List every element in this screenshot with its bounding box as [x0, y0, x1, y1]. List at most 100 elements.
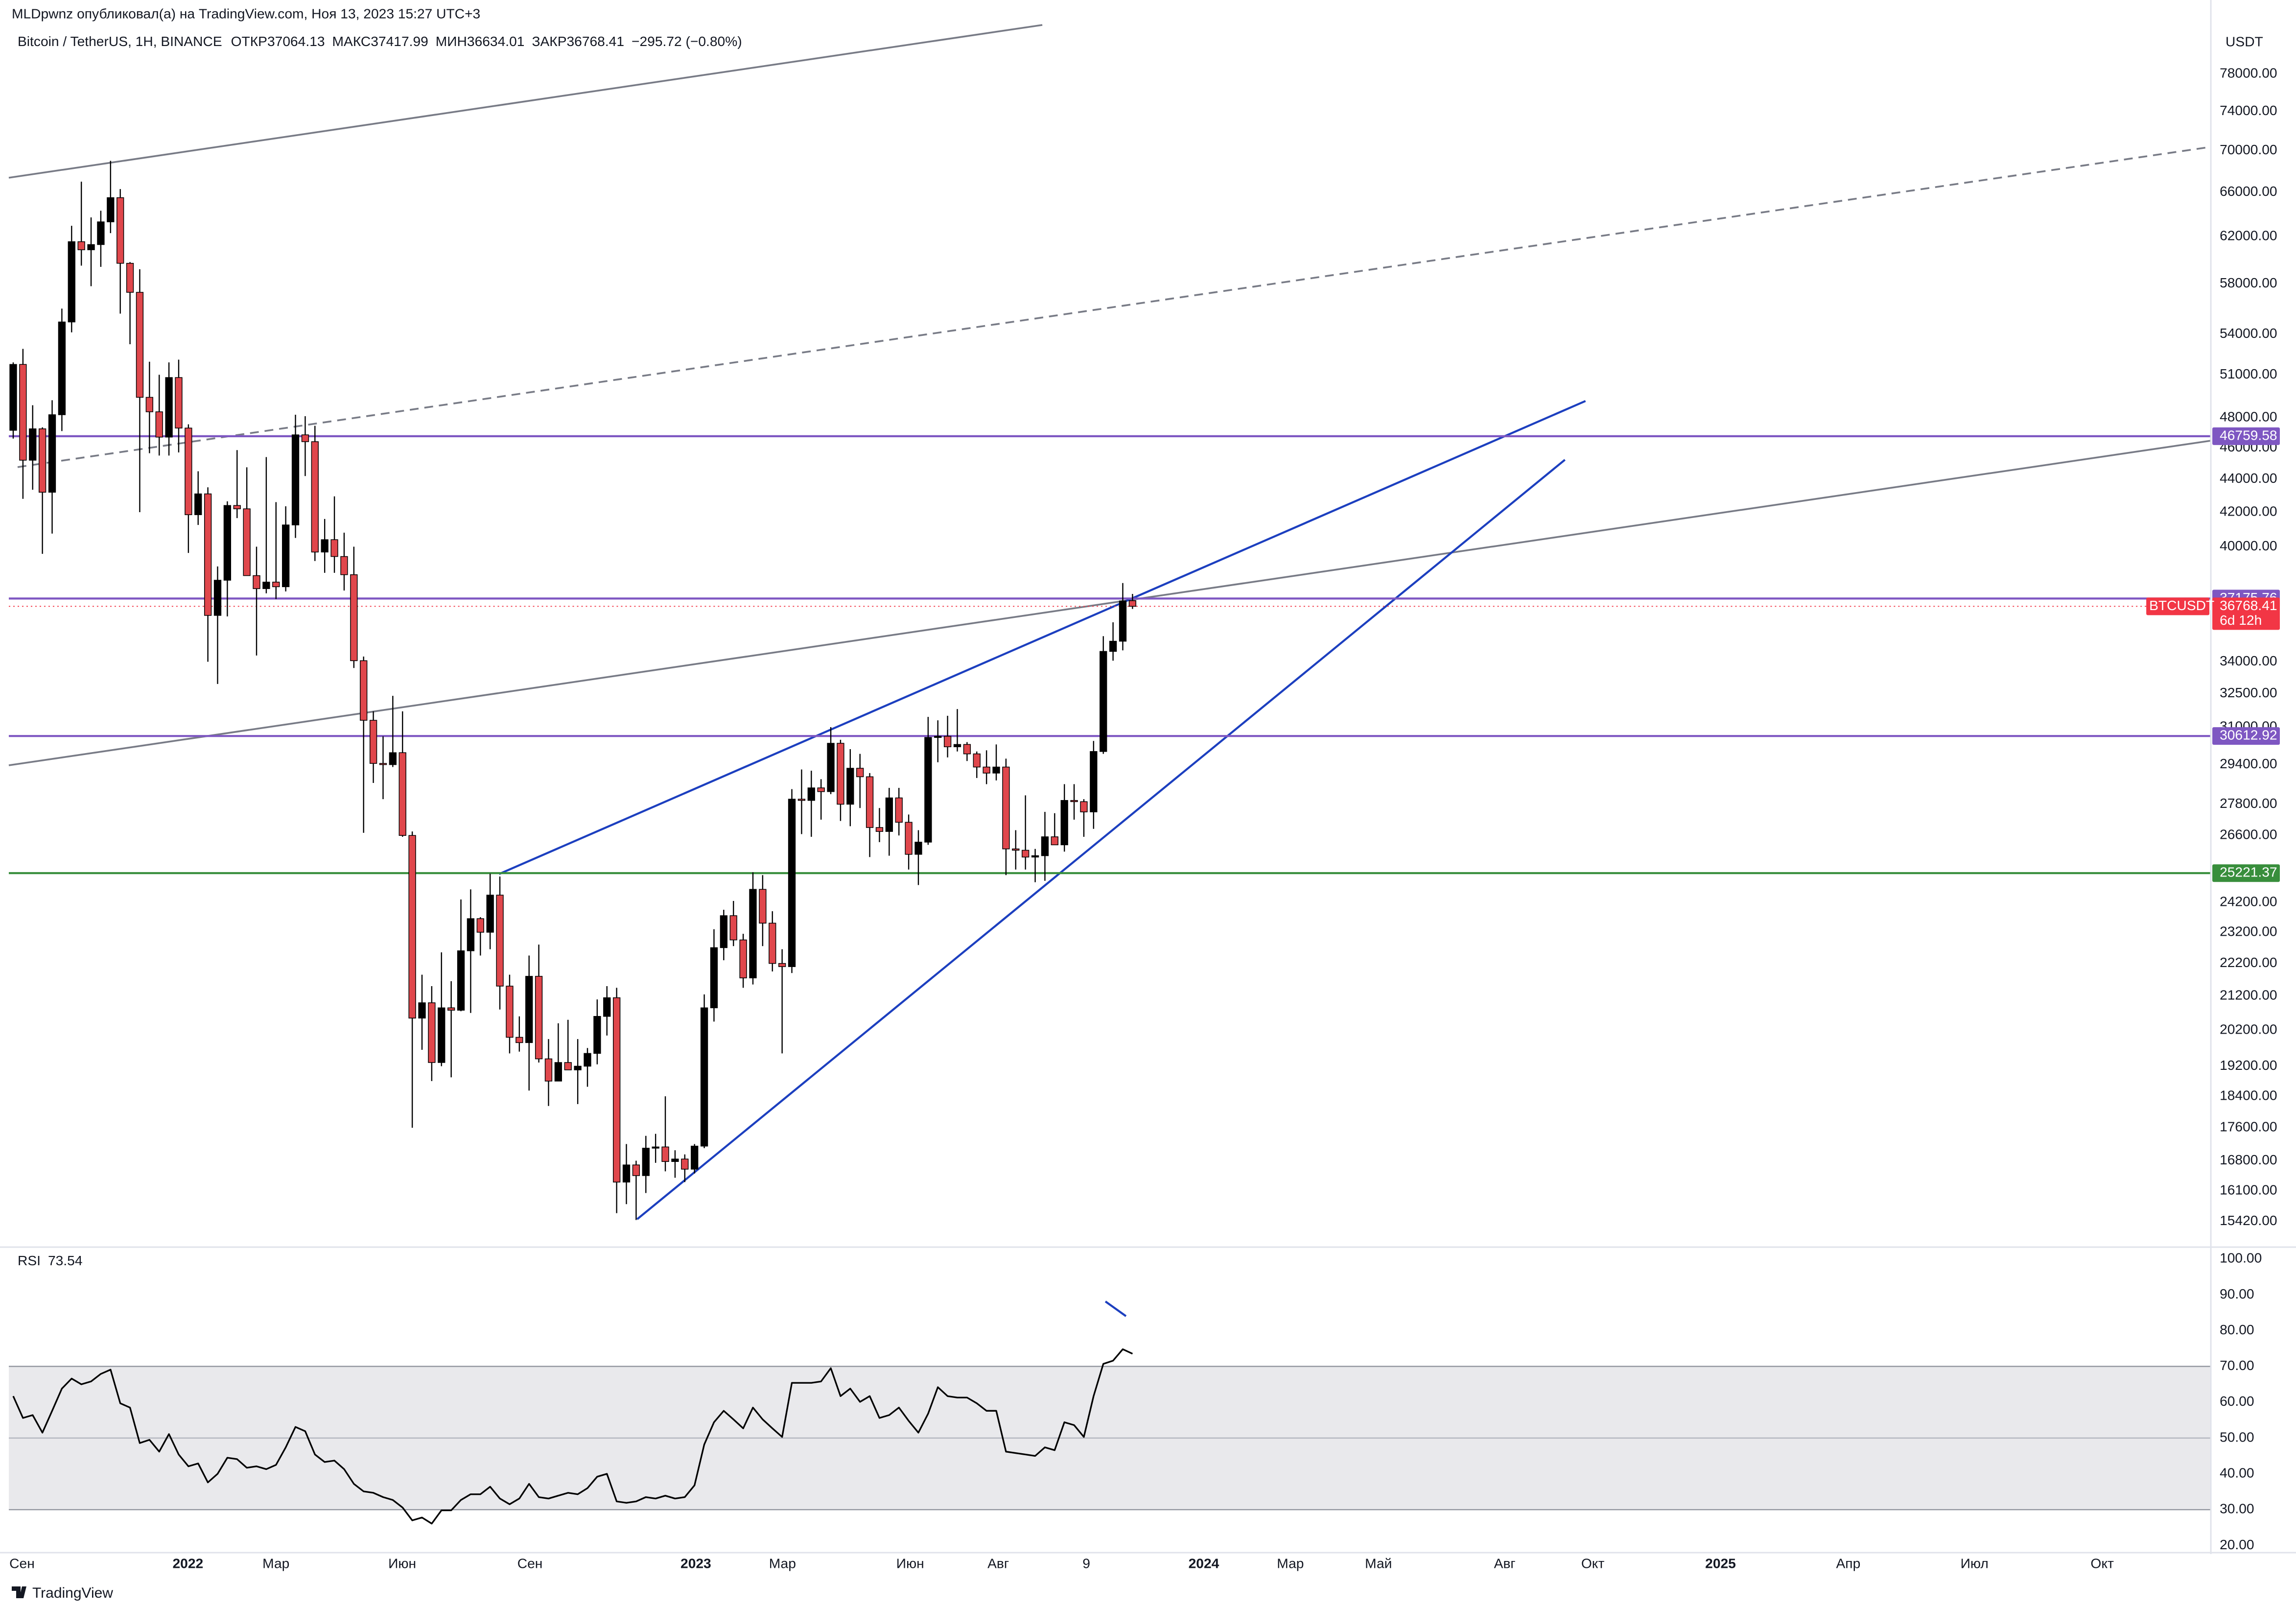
time-tick-label: Июл: [1961, 1555, 1989, 1571]
candle-body: [778, 963, 786, 967]
close-label: ЗАКР: [532, 33, 566, 49]
level-price-label: 25221.37: [2220, 864, 2277, 880]
plot: [8, 161, 2211, 1525]
candle-body: [1041, 836, 1049, 856]
candle-body: [769, 922, 776, 964]
candle-body: [418, 1002, 426, 1019]
time-tick-label: 2024: [1189, 1555, 1219, 1571]
candle-body: [175, 377, 183, 429]
candle-body: [856, 768, 864, 778]
open-value: 37064.13: [267, 33, 325, 49]
price-tick-label: 44000.00: [2220, 470, 2277, 486]
symbol: Bitcoin / TetherUS, 1H, BINANCE: [18, 33, 222, 49]
candle-body: [729, 915, 737, 941]
candle-body: [1060, 800, 1068, 846]
candle-body: [1080, 801, 1088, 812]
candle-body: [379, 763, 387, 765]
candle-body: [340, 556, 348, 575]
candle-body: [408, 835, 416, 1019]
time-tick-label: Мар: [1277, 1555, 1304, 1571]
time-tick-label: Авг: [987, 1555, 1009, 1571]
time-tick-label: Май: [1365, 1555, 1392, 1571]
candle-body: [827, 743, 835, 792]
price-tick-label: 42000.00: [2220, 503, 2277, 519]
candle-body: [788, 799, 796, 967]
candle-body: [467, 918, 475, 951]
time-tick-label: 2025: [1705, 1555, 1736, 1571]
candle-body: [612, 997, 621, 1182]
candle-body: [515, 1037, 523, 1043]
dashed-trend-line: [17, 146, 2211, 468]
candle-body: [671, 1158, 679, 1162]
candle-body: [253, 575, 260, 589]
level-price-box: [2212, 427, 2280, 445]
candle-body: [233, 505, 241, 509]
candle-body: [875, 827, 884, 832]
rsi-tick-label: 50.00: [2220, 1429, 2254, 1444]
rsi-tick-label: 40.00: [2220, 1465, 2254, 1480]
rsi-line: [12, 1348, 1133, 1525]
candle-body: [165, 377, 173, 438]
time-tick-label: Июн: [896, 1555, 924, 1571]
candle-body: [97, 221, 105, 245]
candle-body: [535, 976, 543, 1060]
price-tick-label: 16800.00: [2220, 1152, 2277, 1167]
last-price-box: [2212, 597, 2280, 630]
candle-body: [1100, 651, 1107, 752]
price-tick-label: 23200.00: [2220, 923, 2277, 939]
candle-body: [720, 915, 727, 948]
candle-body: [330, 539, 338, 557]
price-tick-label: 48000.00: [2220, 408, 2277, 424]
candle-body: [652, 1146, 659, 1149]
price-tick-label: 51000.00: [2220, 366, 2277, 381]
candle-body: [301, 434, 309, 442]
trend-line: [8, 24, 1043, 179]
candle-body: [476, 918, 484, 933]
candle-body: [1119, 600, 1127, 642]
candle-body: [574, 1065, 582, 1070]
candle-body: [866, 776, 874, 828]
candle-body: [155, 411, 163, 438]
candle-body: [1002, 766, 1010, 850]
candle-body: [905, 822, 913, 855]
candle-body: [953, 744, 961, 747]
candle-body: [438, 1007, 445, 1063]
candle-body: [584, 1053, 591, 1067]
time-tick-label: Авг: [1494, 1555, 1516, 1571]
candle-body: [48, 414, 56, 493]
candle-body: [145, 397, 153, 412]
price-tick-label: 21200.00: [2220, 987, 2277, 1003]
rsi-tick-label: 100.00: [2220, 1250, 2262, 1266]
candle-body: [204, 493, 212, 616]
price-tick-label: 20200.00: [2220, 1021, 2277, 1037]
candle-body: [321, 539, 328, 553]
candle-body: [1070, 800, 1078, 803]
price-tick-label: 27800.00: [2220, 795, 2277, 811]
candle-body: [350, 574, 358, 662]
candle-body: [837, 743, 844, 805]
candle-body: [749, 889, 757, 978]
time-tick-label: Окт: [1581, 1555, 1605, 1571]
high-label: МАКС: [332, 33, 371, 49]
time-tick-label: Июн: [388, 1555, 416, 1571]
candle-body: [700, 1007, 708, 1147]
price-tick-label: 19200.00: [2220, 1057, 2277, 1073]
candle-body: [9, 364, 17, 431]
candle-body: [117, 197, 124, 264]
level-price-label: 46759.58: [2220, 427, 2277, 443]
candle-body: [807, 787, 815, 801]
price-tick-label: 66000.00: [2220, 183, 2277, 199]
candle-body: [593, 1016, 601, 1054]
candle-body: [1090, 751, 1098, 812]
candle-body: [691, 1145, 699, 1170]
candle-body: [846, 768, 854, 805]
candle-body: [661, 1146, 669, 1162]
time-tick-label: Сен: [517, 1555, 543, 1571]
candle-body: [194, 493, 202, 515]
price-tick-label: 34000.00: [2220, 653, 2277, 668]
candle-body: [360, 660, 368, 721]
candle-body: [506, 986, 514, 1038]
candle-body: [77, 241, 85, 250]
candle-body: [554, 1062, 562, 1082]
